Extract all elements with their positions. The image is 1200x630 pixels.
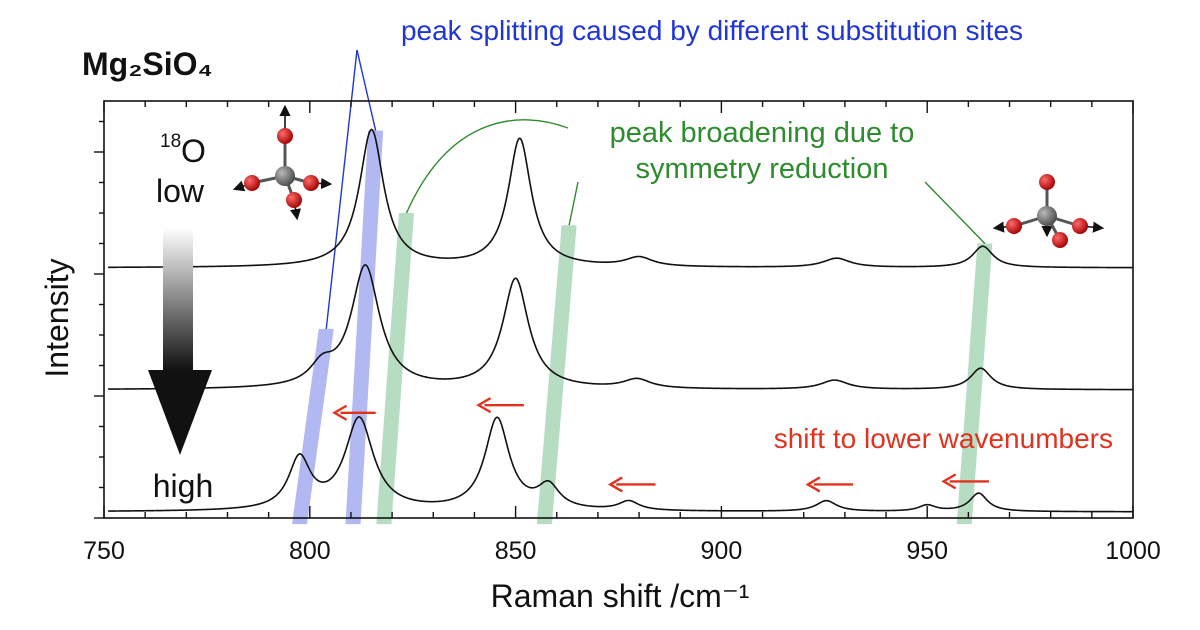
shift-left-arrow-2 (607, 476, 656, 493)
callout-lines (325, 49, 986, 329)
green-callout-line-2 (568, 181, 579, 226)
shift-left-arrow-0 (332, 404, 376, 421)
shift-arrows (332, 397, 989, 493)
low-label: low (156, 173, 205, 209)
y-axis-label: Intensity (39, 258, 75, 377)
x-tick-label: 950 (906, 537, 948, 565)
green-highlight-band-2 (376, 213, 415, 525)
shift-arrow-head (476, 397, 492, 414)
green-callout-line-1 (405, 119, 569, 214)
sio4-tetrahedron-icon-left (232, 104, 333, 221)
plot-frame (103, 100, 1134, 519)
highlight-bands (292, 130, 993, 525)
blue-callout-line-left (325, 49, 358, 329)
axes: 750 800 850 900 950 1000 (83, 100, 1161, 565)
shift-left-arrow-1 (476, 397, 524, 414)
green-annotation-line1: peak broadening due to (610, 117, 915, 149)
isotope-label: O (181, 133, 206, 169)
x-axis-label: Raman shift /cm⁻¹ (491, 578, 750, 614)
shift-arrow-head (607, 476, 623, 493)
x-tick-label: 750 (83, 537, 125, 565)
spectra-lines (108, 128, 1134, 513)
green-annotation-line2: symmetry reduction (635, 153, 888, 185)
green-highlight-band-4 (956, 243, 993, 525)
spectrum-line-2 (108, 416, 1134, 513)
shift-arrow-head (941, 473, 957, 490)
blue-highlight-band-1 (292, 328, 334, 525)
isotope-mass-label: 18 (160, 131, 181, 152)
chart-title: Mg₂SiO₄ (82, 46, 213, 82)
sio4-tetrahedron-icon-right (992, 174, 1105, 248)
shift-arrow-head (332, 404, 348, 421)
blue-callout-line-right (356, 49, 377, 131)
red-annotation: shift to lower wavenumbers (774, 423, 1113, 454)
x-tick-label: 800 (289, 537, 331, 565)
spectrum-line-1 (108, 263, 1133, 391)
x-tick-label: 850 (495, 537, 537, 565)
high-label: high (153, 468, 214, 504)
shift-arrow-head (805, 476, 821, 493)
blue-highlight-band-0 (345, 130, 384, 525)
isotope-gradient-arrow (148, 228, 212, 455)
blue-annotation: peak splitting caused by different subst… (401, 15, 1023, 46)
shift-left-arrow-4 (941, 473, 989, 490)
green-callout-line-3 (924, 181, 986, 244)
shift-left-arrow-3 (805, 476, 854, 493)
x-tick-label: 1000 (1105, 537, 1161, 565)
spectrum-line-0 (108, 128, 1133, 269)
x-tick-label: 900 (701, 537, 743, 565)
